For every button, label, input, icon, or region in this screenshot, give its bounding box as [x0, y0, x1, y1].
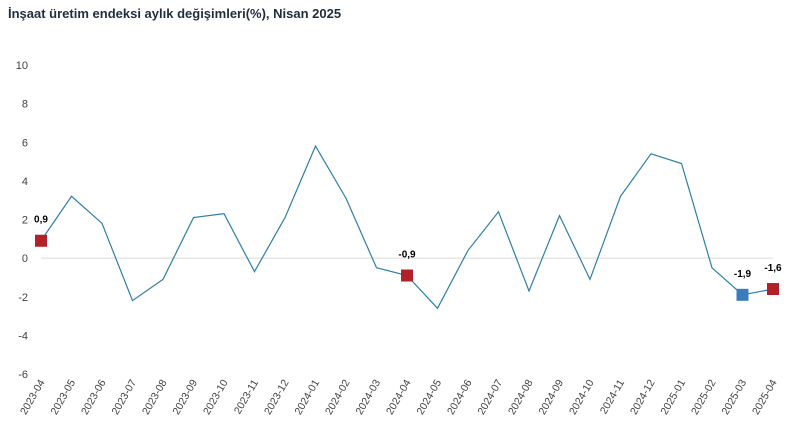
x-tick-label: 2023-12 [262, 377, 292, 417]
x-tick-label: 2024-08 [506, 377, 536, 417]
x-tick-label: 2025-01 [658, 377, 688, 417]
x-tick-label: 2023-11 [232, 377, 261, 416]
data-point [711, 266, 714, 269]
y-tick-label: 4 [22, 176, 28, 188]
x-tick-label: 2024-02 [323, 377, 353, 417]
data-point [650, 152, 653, 155]
data-label: -1,6 [764, 263, 782, 274]
data-point [558, 214, 561, 217]
x-tick-label: 2023-10 [201, 377, 231, 417]
y-tick-label: 6 [22, 137, 28, 149]
x-tick-label: 2025-03 [719, 377, 749, 417]
data-point [192, 216, 195, 219]
x-tick-label: 2025-04 [750, 377, 780, 417]
x-tick-label: 2024-10 [567, 377, 597, 417]
x-tick-label: 2023-06 [79, 377, 109, 417]
data-point [223, 212, 226, 215]
x-tick-label: 2024-01 [292, 377, 322, 417]
data-point [436, 307, 439, 310]
highlight-marker [35, 234, 47, 247]
x-tick-label: 2023-09 [170, 377, 200, 417]
highlight-markers [35, 145, 779, 310]
data-point [467, 249, 470, 252]
x-tick-label: 2023-04 [18, 377, 48, 417]
data-point [101, 222, 104, 225]
x-tick-label: 2025-02 [689, 377, 719, 417]
highlight-marker [767, 283, 779, 296]
data-point [284, 216, 287, 219]
y-tick-label: -4 [18, 330, 28, 342]
highlight-marker [401, 269, 413, 282]
data-labels: 0,9 -0,9 -1,9 -1,6 [34, 215, 782, 280]
y-axis-ticks: -6 -4 -2 0 2 4 6 8 10 [16, 60, 28, 381]
x-tick-label: 2024-04 [384, 377, 414, 417]
x-tick-label: 2023-08 [140, 377, 170, 417]
x-tick-label: 2024-11 [598, 377, 627, 416]
data-point [314, 145, 317, 148]
x-tick-label: 2024-12 [628, 377, 658, 417]
x-tick-label: 2024-07 [475, 377, 505, 417]
data-point [345, 197, 348, 200]
y-tick-label: 0 [22, 253, 28, 265]
data-point [589, 278, 592, 281]
data-point [528, 289, 531, 292]
x-axis-ticks: 2023-04 2023-05 2023-06 2023-07 2023-08 2023-… [18, 377, 780, 417]
x-tick-label: 2023-07 [109, 377, 139, 417]
y-tick-label: 8 [22, 99, 28, 111]
x-tick-label: 2024-06 [445, 377, 475, 417]
y-tick-label: 10 [16, 60, 28, 72]
data-point [375, 266, 378, 269]
data-label: 0,9 [34, 215, 48, 226]
y-tick-label: -2 [18, 292, 28, 304]
x-tick-label: 2023-05 [48, 377, 78, 417]
highlight-marker [736, 288, 749, 301]
data-point [70, 195, 73, 198]
data-point [131, 299, 134, 302]
data-label: -0,9 [398, 250, 416, 261]
x-tick-label: 2024-03 [353, 377, 383, 417]
data-label: -1,9 [734, 269, 752, 280]
data-point [680, 162, 683, 165]
data-point [162, 278, 165, 281]
data-point [253, 270, 256, 273]
y-tick-label: 2 [22, 215, 28, 227]
data-point [619, 195, 622, 198]
series-line [40, 144, 774, 310]
y-tick-label: -6 [18, 369, 28, 381]
data-point [497, 210, 500, 213]
x-tick-label: 2024-09 [536, 377, 566, 417]
x-tick-label: 2024-05 [414, 377, 444, 417]
chart-title: İnşaat üretim endeksi aylık değişimleri(… [8, 6, 342, 21]
